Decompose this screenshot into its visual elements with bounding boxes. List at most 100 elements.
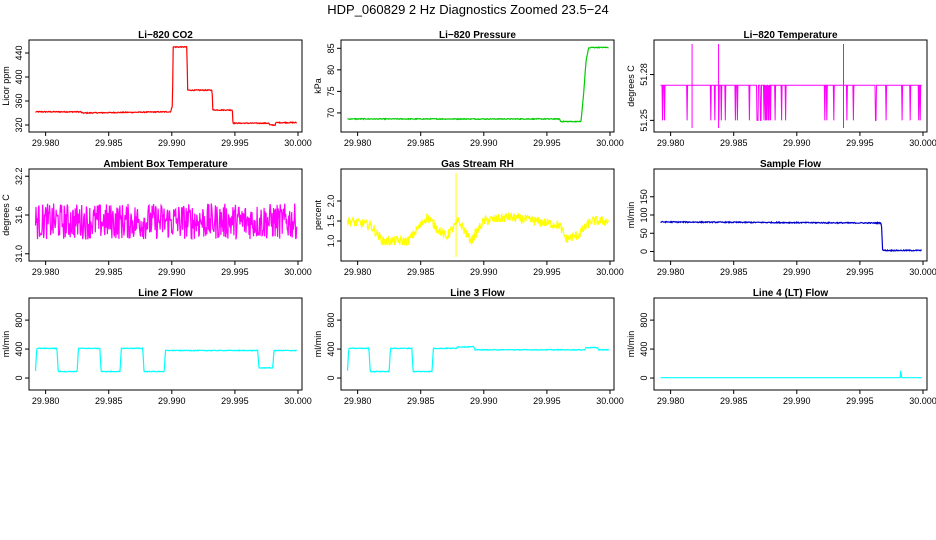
plot-frame	[653, 39, 928, 133]
y-tick-label: 51.25	[639, 109, 649, 132]
panel-title: Li−820 Temperature	[743, 30, 837, 41]
x-tick-label: 29.980	[32, 138, 60, 148]
x-tick-label: 29.990	[783, 138, 811, 148]
data-layer	[34, 203, 298, 241]
y-tick-label: 0	[639, 376, 649, 381]
x-tick-label: 29.980	[657, 396, 685, 406]
y-tick-label: 80	[326, 65, 336, 75]
x-tick-label: 29.995	[533, 138, 561, 148]
chart-panel-2: Li−820 Pressure kPa 29.980 29.985 29.990 29.9…	[313, 30, 624, 148]
series-line	[346, 211, 610, 247]
y-tick-label: 1.0	[326, 235, 336, 248]
x-tick-label: 29.990	[470, 396, 498, 406]
x-tick-label: 30.000	[284, 396, 312, 406]
data-layer	[660, 220, 922, 253]
y-tick-label: 400	[14, 69, 24, 84]
series-line	[34, 347, 298, 373]
y-tick-label: 0	[639, 249, 649, 254]
data-layer	[660, 44, 922, 128]
y-tick-label: 32.2	[14, 167, 24, 185]
data-layer	[35, 45, 298, 127]
series-line	[34, 203, 298, 241]
panel-title: Ambient Box Temperature	[103, 159, 228, 170]
x-tick-label: 29.995	[846, 267, 874, 277]
x-tick-label: 29.980	[657, 138, 685, 148]
chart-panel-9: Line 4 (LT) Flow ml/min 29.980 29.985 29.990…	[626, 288, 936, 406]
y-tick-label: 50	[639, 228, 649, 238]
y-tick-label: 75	[326, 86, 336, 96]
y-axis-label: Licor ppm	[1, 66, 11, 106]
x-tick-label: 29.985	[407, 267, 435, 277]
y-axis-label: ml/min	[1, 331, 11, 358]
panel-title: Li−820 CO2	[138, 30, 193, 41]
x-tick-label: 29.980	[32, 396, 60, 406]
panel-title: Line 2 Flow	[138, 288, 193, 299]
data-layer	[346, 345, 610, 373]
chart-panel-8: Line 3 Flow ml/min 29.980 29.985 29.990 29.99…	[313, 288, 624, 406]
y-axis-label: degrees C	[1, 194, 11, 236]
x-tick-label: 30.000	[596, 138, 624, 148]
x-tick-label: 29.985	[720, 138, 748, 148]
x-tick-label: 29.980	[344, 138, 372, 148]
x-tick-label: 29.990	[470, 138, 498, 148]
chart-panel-4: Ambient Box Temperature degrees C 29.980 29…	[1, 159, 312, 277]
x-tick-label: 29.995	[221, 267, 249, 277]
series-line	[35, 45, 298, 127]
x-tick-label: 29.980	[32, 267, 60, 277]
series-line	[660, 220, 922, 253]
y-axis-label: kPa	[313, 78, 323, 94]
x-tick-label: 29.990	[783, 267, 811, 277]
chart-panel-3: Li−820 Temperature degrees C 29.980 29.985 2…	[626, 30, 936, 148]
y-tick-label: 440	[14, 45, 24, 60]
x-tick-label: 29.995	[221, 138, 249, 148]
plot-frame	[340, 297, 615, 391]
x-tick-label: 29.990	[470, 267, 498, 277]
chart-panel-1: Li−820 CO2 Licor ppm 29.980 29.985 29.990 29.…	[1, 30, 312, 148]
data-layer	[346, 173, 610, 257]
plot-frame	[28, 39, 303, 133]
series-line	[660, 369, 922, 379]
x-tick-label: 29.985	[720, 396, 748, 406]
y-axis-label: ml/min	[313, 331, 323, 358]
y-tick-label: 2.0	[326, 195, 336, 208]
x-tick-label: 29.985	[720, 267, 748, 277]
plot-frame	[653, 297, 928, 391]
x-tick-label: 29.995	[846, 396, 874, 406]
x-tick-label: 30.000	[284, 138, 312, 148]
y-tick-label: 85	[326, 43, 336, 53]
x-tick-label: 30.000	[596, 267, 624, 277]
y-tick-label: 0	[14, 376, 24, 381]
x-tick-label: 29.985	[95, 138, 123, 148]
data-layer	[660, 369, 922, 379]
x-tick-label: 29.990	[158, 396, 186, 406]
x-tick-label: 29.990	[158, 138, 186, 148]
figure-title: HDP_060829 2 Hz Diagnostics Zoomed 23.5−…	[327, 2, 608, 17]
x-tick-label: 29.985	[95, 267, 123, 277]
series-line	[660, 84, 922, 121]
y-axis-label: percent	[313, 199, 323, 230]
x-tick-label: 30.000	[909, 267, 936, 277]
panel-title: Li−820 Pressure	[439, 30, 516, 41]
x-tick-label: 29.995	[533, 396, 561, 406]
x-tick-label: 29.985	[407, 396, 435, 406]
x-tick-label: 29.980	[344, 267, 372, 277]
y-axis-label: ml/min	[626, 331, 636, 358]
x-tick-label: 29.995	[533, 267, 561, 277]
panel-title: Line 4 (LT) Flow	[753, 288, 829, 299]
y-tick-label: 400	[14, 342, 24, 357]
y-tick-label: 31.6	[14, 206, 24, 224]
plot-frame	[340, 168, 615, 262]
series-line	[347, 46, 609, 123]
y-tick-label: 51.28	[639, 63, 649, 86]
panel-title: Gas Stream RH	[441, 159, 514, 170]
plot-frame	[28, 297, 303, 391]
y-tick-label: 800	[14, 313, 24, 328]
x-tick-label: 30.000	[909, 138, 936, 148]
data-layer	[34, 347, 298, 373]
x-tick-label: 29.985	[95, 396, 123, 406]
panel-title: Line 3 Flow	[450, 288, 505, 299]
x-tick-label: 29.980	[344, 396, 372, 406]
y-tick-label: 320	[14, 117, 24, 132]
x-tick-label: 30.000	[284, 267, 312, 277]
